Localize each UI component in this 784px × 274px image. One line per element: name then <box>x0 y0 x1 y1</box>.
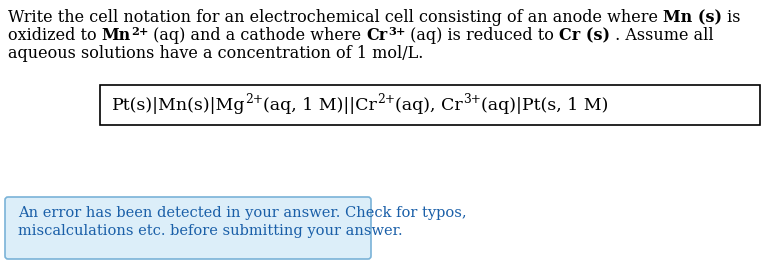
Text: (aq), Cr: (aq), Cr <box>395 97 463 114</box>
Text: 2+: 2+ <box>245 93 263 106</box>
Text: Write the cell notation for an electrochemical cell consisting of an anode where: Write the cell notation for an electroch… <box>8 9 663 26</box>
Text: oxidized to: oxidized to <box>8 27 102 44</box>
Text: 3+: 3+ <box>463 93 481 106</box>
Text: 2+: 2+ <box>377 93 395 106</box>
Text: (aq)|Pt(s, 1 M): (aq)|Pt(s, 1 M) <box>481 97 608 114</box>
Text: is: is <box>722 9 741 26</box>
Text: An error has been detected in your answer. Check for typos,: An error has been detected in your answe… <box>18 206 466 220</box>
Text: Cr: Cr <box>367 27 388 44</box>
Text: (aq) and a cathode where: (aq) and a cathode where <box>148 27 367 44</box>
Text: (aq) is reduced to: (aq) is reduced to <box>405 27 560 44</box>
FancyBboxPatch shape <box>5 197 371 259</box>
Text: Mn: Mn <box>102 27 131 44</box>
Text: . Assume all: . Assume all <box>611 27 714 44</box>
Text: Cr (s): Cr (s) <box>560 27 611 44</box>
Text: aqueous solutions have a concentration of 1 mol/L.: aqueous solutions have a concentration o… <box>8 45 423 62</box>
Text: Mn (s): Mn (s) <box>663 9 722 26</box>
Text: Pt(s)|Mn(s)|Mg: Pt(s)|Mn(s)|Mg <box>112 97 245 114</box>
Text: miscalculations etc. before submitting your answer.: miscalculations etc. before submitting y… <box>18 224 403 238</box>
Bar <box>100 85 760 125</box>
Text: 3+: 3+ <box>388 26 405 37</box>
Text: (aq, 1 M)||Cr: (aq, 1 M)||Cr <box>263 97 377 114</box>
Text: 2+: 2+ <box>131 26 148 37</box>
